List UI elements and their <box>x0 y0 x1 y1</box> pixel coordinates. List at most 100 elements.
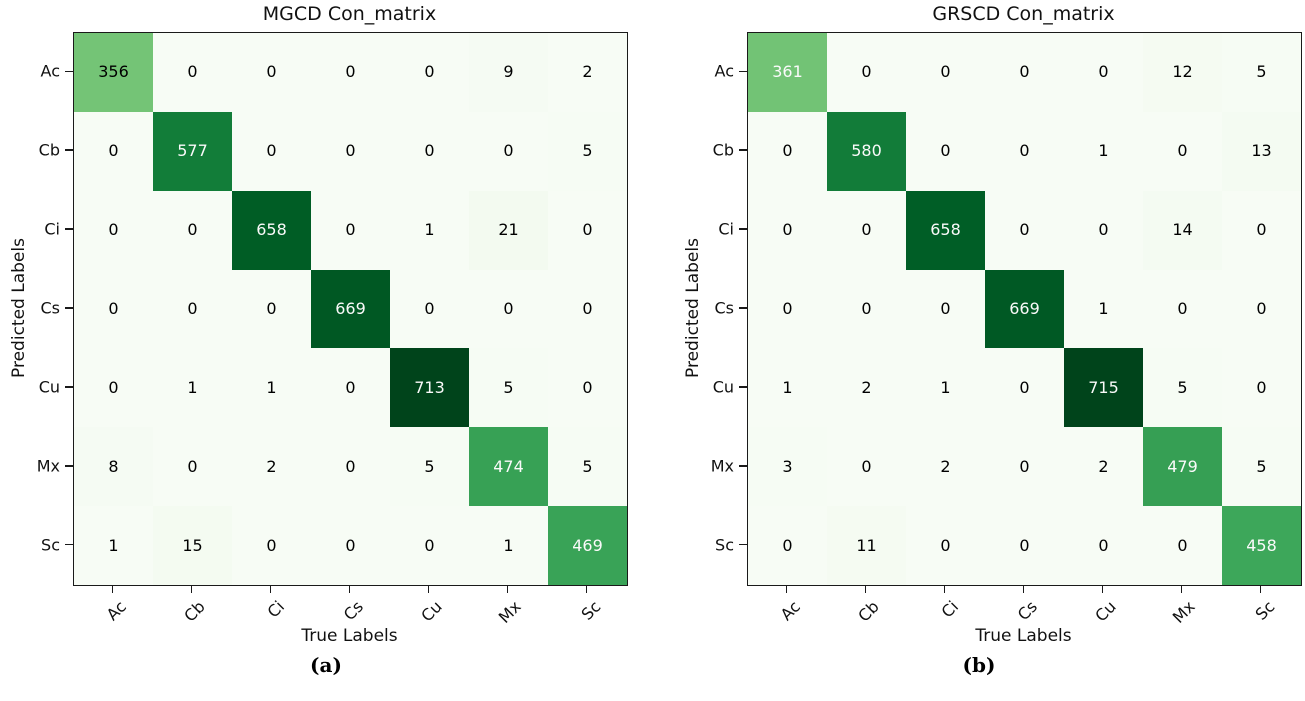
y-tick-label: Mx <box>710 456 734 476</box>
x-tick-mark <box>785 585 788 593</box>
matrix-cell: 0 <box>906 506 985 585</box>
y-tick-label: Cs <box>40 298 60 318</box>
matrix-cell: 1 <box>153 348 232 428</box>
matrix-cell: 0 <box>548 269 627 349</box>
matrix-cell: 0 <box>985 33 1064 112</box>
x-tick-mark <box>427 585 430 593</box>
y-tick-mark <box>739 307 747 309</box>
y-tick-mark <box>65 70 73 73</box>
y-tick-mark <box>65 386 73 388</box>
matrix-cell: 474 <box>469 427 548 507</box>
matrix-cell: 0 <box>985 190 1064 270</box>
matrix-cell: 9 <box>469 33 548 112</box>
heatmap-axes: 361 0 0 0 0 12 5 0 580 0 0 1 0 13 0 0 658 0 0 14 0 0 0 0 669 1 0 0 1… <box>747 32 1302 586</box>
matrix-cell: 0 <box>469 269 548 349</box>
matrix-cell: 0 <box>827 269 906 349</box>
matrix-cell: 0 <box>1222 348 1301 428</box>
y-tick-mark <box>65 464 73 467</box>
x-tick-mark <box>1180 585 1183 593</box>
matrix-cell: 0 <box>748 190 827 270</box>
matrix-cell: 0 <box>985 111 1064 191</box>
y-tick-label: Mx <box>36 456 60 476</box>
heatmap-grid: 356 0 0 0 0 9 2 0 577 0 0 0 0 5 0 0 658 0 1 21 0 0 0 0 669 0 0 0 0 1 1… <box>74 33 627 585</box>
matrix-cell: 0 <box>1143 269 1222 349</box>
x-tick-label: Ci <box>263 597 288 622</box>
y-tick-mark <box>739 228 747 230</box>
matrix-cell: 2 <box>827 348 906 428</box>
matrix-cell: 0 <box>1143 111 1222 191</box>
y-tick-label: Cb <box>712 140 734 160</box>
matrix-cell: 1 <box>232 348 311 428</box>
matrix-cell: 1 <box>1064 111 1143 191</box>
matrix-cell: 0 <box>548 190 627 270</box>
x-tick-mark <box>943 585 946 593</box>
matrix-cell: 0 <box>985 427 1064 507</box>
y-tick-label: Ac <box>40 61 60 81</box>
y-tick-mark <box>65 149 73 152</box>
x-tick-label: Cs <box>1013 597 1041 625</box>
y-tick-label: Cb <box>38 140 60 160</box>
y-tick-mark <box>739 386 747 388</box>
subfigure-caption-a: (a) <box>310 653 342 677</box>
heatmap-axes: 356 0 0 0 0 9 2 0 577 0 0 0 0 5 0 0 658 0 1 21 0 0 0 0 669 0 0 0 0 1 1… <box>73 32 628 586</box>
matrix-cell: 0 <box>153 427 232 507</box>
matrix-cell: 580 <box>827 111 906 191</box>
matrix-cell: 0 <box>74 190 153 270</box>
matrix-cell: 0 <box>906 111 985 191</box>
y-tick-label: Ac <box>714 61 734 81</box>
matrix-cell: 0 <box>985 506 1064 585</box>
x-tick-label: Sc <box>577 597 604 624</box>
matrix-cell: 1 <box>748 348 827 428</box>
x-tick-label: Cb <box>180 597 209 626</box>
matrix-cell: 0 <box>1222 269 1301 349</box>
matrix-cell: 0 <box>748 506 827 585</box>
matrix-cell: 2 <box>232 427 311 507</box>
x-tick-mark <box>1101 585 1104 593</box>
chart-title: MGCD Con_matrix <box>262 3 437 25</box>
matrix-cell: 0 <box>232 111 311 191</box>
confusion-matrix-panel-a: MGCD Con_matrix Predicted Labels 356 0 0 0 0… <box>0 0 652 701</box>
matrix-cell: 0 <box>232 506 311 585</box>
matrix-cell: 0 <box>390 269 469 349</box>
x-axis-label: True Labels <box>301 626 398 646</box>
matrix-cell: 0 <box>311 506 390 585</box>
x-tick-mark <box>348 585 351 593</box>
matrix-cell: 658 <box>232 190 311 270</box>
matrix-cell: 658 <box>906 190 985 270</box>
matrix-cell: 0 <box>311 111 390 191</box>
matrix-cell: 0 <box>74 348 153 428</box>
matrix-cell: 0 <box>232 33 311 112</box>
y-tick-mark <box>739 70 747 73</box>
x-tick-label: Mx <box>1169 597 1199 627</box>
matrix-cell: 0 <box>1064 190 1143 270</box>
y-tick-mark <box>739 149 747 152</box>
matrix-cell: 0 <box>827 427 906 507</box>
x-tick-mark <box>269 585 272 593</box>
x-tick-mark <box>506 585 509 593</box>
matrix-cell: 0 <box>74 111 153 191</box>
chart-title: GRSCD Con_matrix <box>932 3 1115 25</box>
y-tick-label: Cu <box>38 377 60 397</box>
x-tick-label: Cb <box>854 597 883 626</box>
x-tick-mark <box>190 585 193 593</box>
matrix-cell: 1 <box>74 506 153 585</box>
x-tick-mark <box>1259 585 1262 593</box>
heatmap-grid: 361 0 0 0 0 12 5 0 580 0 0 1 0 13 0 0 658 0 0 14 0 0 0 0 669 1 0 0 1… <box>748 33 1301 585</box>
matrix-cell: 0 <box>1222 190 1301 270</box>
matrix-cell: 361 <box>748 33 827 112</box>
matrix-cell: 5 <box>390 427 469 507</box>
x-tick-label: Cs <box>339 597 367 625</box>
matrix-cell: 12 <box>1143 33 1222 112</box>
matrix-cell: 0 <box>906 33 985 112</box>
matrix-cell: 2 <box>1064 427 1143 507</box>
matrix-cell: 0 <box>827 33 906 112</box>
matrix-cell: 0 <box>390 33 469 112</box>
confusion-matrix-panel-b: GRSCD Con_matrix Predicted Labels 361 0 0 0… <box>653 0 1305 701</box>
matrix-cell: 11 <box>827 506 906 585</box>
matrix-cell: 0 <box>548 348 627 428</box>
matrix-cell: 15 <box>153 506 232 585</box>
matrix-cell: 3 <box>748 427 827 507</box>
y-tick-mark <box>739 464 747 467</box>
matrix-cell: 669 <box>985 269 1064 349</box>
